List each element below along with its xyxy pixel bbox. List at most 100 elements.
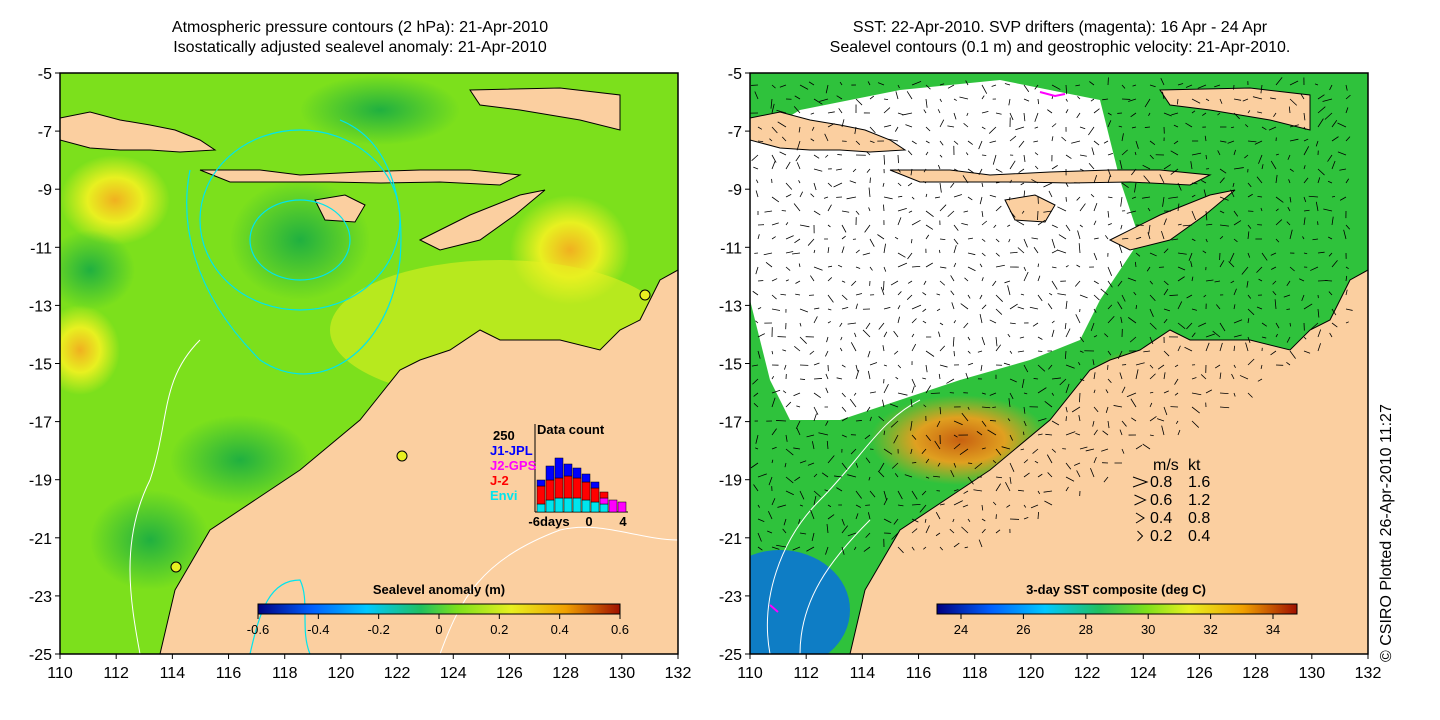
velocity-arrow — [939, 546, 943, 551]
x-tick-label: 116 — [216, 665, 242, 682]
velocity-arrow — [754, 91, 759, 100]
velocity-arrow — [769, 138, 773, 142]
velocity-arrow — [961, 412, 969, 422]
velocity-arrow — [850, 342, 857, 352]
inset-bar-segment — [545, 465, 555, 481]
velocity-arrow — [911, 546, 915, 551]
velocity-arrow — [1219, 196, 1229, 201]
velocity-arrow — [882, 399, 885, 408]
velocity-arrow — [1272, 291, 1277, 296]
velocity-arrow — [1257, 378, 1263, 382]
velocity-arrow — [1009, 378, 1017, 383]
velocity-arrow — [1233, 210, 1239, 217]
velocity-arrow — [785, 235, 794, 240]
velocity-arrow — [841, 546, 845, 555]
velocity-arrow — [1205, 210, 1208, 221]
velocity-arrow — [981, 252, 986, 257]
velocity-arrow — [757, 126, 763, 130]
velocity-arrow — [1345, 289, 1348, 296]
velocity-arrow — [1169, 294, 1179, 296]
velocity-arrow — [757, 350, 761, 359]
inset-bar-segment — [545, 479, 555, 501]
velocity-arrow — [852, 168, 857, 173]
velocity-arrow — [757, 532, 762, 542]
velocity-arrow — [1076, 264, 1081, 268]
velocity-arrow — [756, 179, 759, 184]
velocity-arrow — [855, 303, 858, 310]
velocity-arrow — [1163, 164, 1171, 170]
velocity-arrow — [1272, 280, 1277, 285]
velocity-arrow — [1102, 98, 1109, 101]
velocity-arrow — [1303, 252, 1308, 255]
velocity-arrow — [964, 277, 969, 282]
velocity-arrow — [1119, 160, 1123, 170]
velocity-arrow — [1163, 318, 1168, 324]
inset-bars — [536, 457, 627, 513]
velocity-arrow — [1286, 221, 1291, 226]
velocity-arrow — [1231, 373, 1235, 380]
velocity-arrow — [869, 391, 876, 394]
velocity-arrow — [855, 249, 860, 254]
velocity-arrow — [1257, 195, 1263, 198]
velocity-arrow — [1233, 319, 1243, 324]
velocity-arrow — [1023, 406, 1026, 414]
velocity-legend: m/s kt 0.8 1.60.6 1.20.4 0.80.2 0.4 — [1132, 457, 1210, 545]
velocity-arrow — [1034, 460, 1039, 464]
velocity-arrow — [1233, 304, 1236, 310]
y-tick-label: -9 — [38, 182, 52, 199]
velocity-arrow — [1107, 280, 1113, 288]
velocity-arrow — [1247, 140, 1257, 143]
velocity-arrow — [795, 154, 801, 162]
velocity-arrow — [1289, 138, 1299, 142]
velocity-arrow — [1107, 420, 1110, 429]
velocity-arrow — [923, 109, 927, 114]
x-tick-label: 118 — [962, 665, 988, 682]
velocity-arrow — [925, 385, 932, 394]
velocity-arrow — [827, 514, 835, 520]
y-tick-label: -17 — [29, 415, 52, 432]
velocity-arrow — [1037, 98, 1040, 105]
velocity-arrow — [1121, 420, 1127, 427]
velocity-arrow — [1159, 174, 1165, 184]
velocity-arrow — [785, 476, 794, 484]
velocity-arrow — [976, 431, 983, 436]
velocity-arrow — [855, 98, 863, 106]
velocity-arrow — [1065, 328, 1071, 338]
velocity-arrow — [1175, 420, 1179, 425]
velocity-arrow — [1009, 135, 1017, 142]
velocity-arrow — [1317, 329, 1322, 338]
x-tick-label: 128 — [552, 665, 579, 682]
velocity-arrow — [1229, 252, 1235, 262]
velocity-arrow — [1009, 476, 1012, 484]
velocity-arrow — [1205, 98, 1210, 102]
velocity-arrow — [813, 362, 820, 366]
velocity-arrow — [1093, 220, 1097, 226]
velocity-arrow — [813, 168, 823, 172]
velocity-arrow — [771, 397, 776, 408]
velocity-arrow — [1261, 336, 1267, 339]
velocity-arrow — [1147, 232, 1151, 240]
velocity-arrow — [799, 532, 807, 535]
velocity-arrow — [1176, 98, 1179, 105]
right-x-axis-ticks: 110 112 114 116 118 120 122 124 126 128 130 132 — [737, 654, 1381, 682]
velocity-arrow — [905, 124, 913, 128]
velocity-arrow — [1105, 406, 1109, 413]
velocity-arrow — [1135, 236, 1142, 240]
velocity-arrow — [1008, 398, 1011, 408]
velocity-arrow — [1308, 195, 1319, 198]
inset-legend-item: J-2 — [490, 473, 509, 488]
velocity-arrow — [966, 112, 969, 117]
y-tick-label: -5 — [38, 66, 52, 83]
velocity-arrow — [841, 518, 845, 526]
velocity-arrow — [771, 278, 778, 282]
y-tick-label: -21 — [29, 531, 52, 548]
velocity-arrow — [767, 530, 773, 534]
velocity-arrow — [967, 350, 971, 354]
velocity-arrow — [846, 196, 857, 200]
velocity-arrow — [883, 490, 887, 500]
velocity-arrow — [911, 196, 915, 200]
velocity-arrow — [1289, 350, 1296, 359]
velocity-arrow — [1191, 238, 1196, 242]
velocity-arrow — [841, 294, 848, 301]
velocity-arrow — [1044, 500, 1053, 506]
